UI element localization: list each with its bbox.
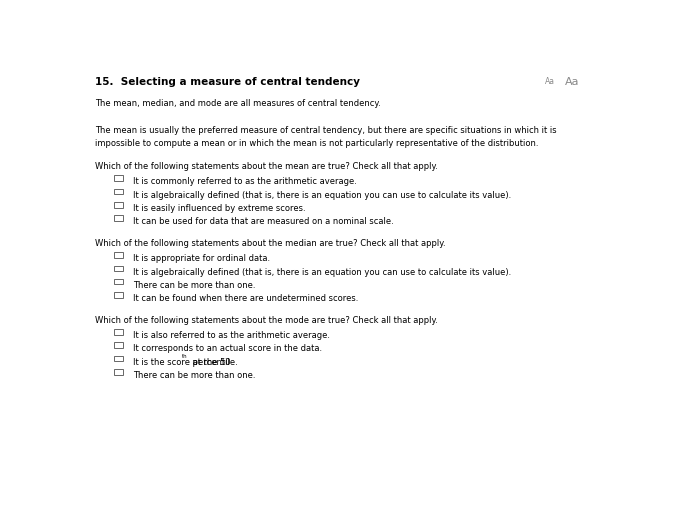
Bar [115, 188, 123, 194]
Text: Which of the following statements about the mean are true? Check all that apply.: Which of the following statements about … [95, 162, 438, 171]
Text: It corresponds to an actual score in the data.: It corresponds to an actual score in the… [133, 344, 322, 353]
Text: It is easily influenced by extreme scores.: It is easily influenced by extreme score… [133, 204, 305, 213]
Text: The mean, median, and mode are all measures of central tendency.: The mean, median, and mode are all measu… [95, 99, 380, 108]
Bar [115, 252, 123, 258]
Bar [115, 215, 123, 221]
Text: Aa: Aa [545, 77, 555, 86]
Bar [115, 175, 123, 181]
Bar [115, 266, 123, 271]
Text: It is algebraically defined (that is, there is an equation you can use to calcul: It is algebraically defined (that is, th… [133, 268, 512, 277]
Bar [115, 292, 123, 298]
Text: 15.  Selecting a measure of central tendency: 15. Selecting a measure of central tende… [95, 77, 360, 87]
Text: impossible to compute a mean or in which the mean is not particularly representa: impossible to compute a mean or in which… [95, 139, 538, 148]
Text: It can be found when there are undetermined scores.: It can be found when there are undetermi… [133, 294, 359, 303]
Bar [115, 329, 123, 334]
Bar [115, 355, 123, 361]
Text: The mean is usually the preferred measure of central tendency, but there are spe: The mean is usually the preferred measur… [95, 125, 557, 134]
Bar [115, 202, 123, 207]
Bar [115, 279, 123, 285]
Text: There can be more than one.: There can be more than one. [133, 371, 255, 380]
Text: It is the score at the 50: It is the score at the 50 [133, 358, 231, 366]
Text: It is commonly referred to as the arithmetic average.: It is commonly referred to as the arithm… [133, 177, 357, 186]
Text: th: th [182, 354, 187, 359]
Text: Which of the following statements about the mode are true? Check all that apply.: Which of the following statements about … [95, 316, 438, 324]
Text: Which of the following statements about the median are true? Check all that appl: Which of the following statements about … [95, 239, 445, 248]
Text: Aa: Aa [565, 77, 579, 87]
Text: percentile.: percentile. [190, 358, 238, 366]
Text: It is also referred to as the arithmetic average.: It is also referred to as the arithmetic… [133, 331, 330, 340]
Text: It is algebraically defined (that is, there is an equation you can use to calcul: It is algebraically defined (that is, th… [133, 191, 512, 200]
Text: There can be more than one.: There can be more than one. [133, 281, 255, 290]
Text: It can be used for data that are measured on a nominal scale.: It can be used for data that are measure… [133, 217, 394, 226]
Bar [115, 369, 123, 374]
Bar [115, 342, 123, 348]
Text: It is appropriate for ordinal data.: It is appropriate for ordinal data. [133, 254, 270, 263]
